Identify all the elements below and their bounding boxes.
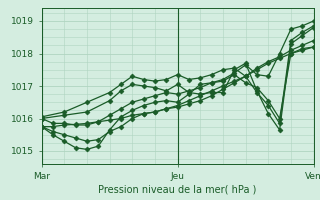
- X-axis label: Pression niveau de la mer( hPa ): Pression niveau de la mer( hPa ): [99, 185, 257, 195]
